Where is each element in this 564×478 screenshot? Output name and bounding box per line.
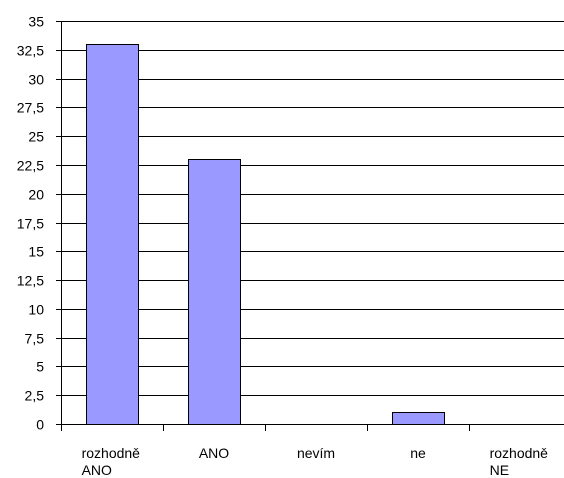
y-tick-label: 27,5 — [17, 100, 44, 116]
bar — [392, 412, 445, 425]
y-tick-label: 0 — [36, 417, 44, 433]
gridlines — [61, 21, 564, 396]
y-tick-label: 32,5 — [17, 43, 44, 59]
bars — [86, 44, 445, 425]
y-tick-label: 2,5 — [25, 388, 45, 404]
x-tick-label: rozhodně NE — [490, 445, 549, 478]
y-tick-label: 22,5 — [17, 158, 44, 174]
y-tick-label: 20 — [28, 187, 44, 203]
x-tick-label: rozhodně ANO — [82, 445, 141, 478]
y-tick-label: 7,5 — [25, 331, 45, 347]
y-tick-label: 5 — [36, 359, 44, 375]
bar — [86, 44, 139, 425]
axes — [56, 21, 564, 431]
bar — [188, 159, 241, 425]
y-tick-label: 35 — [28, 14, 44, 30]
y-tick-label: 25 — [28, 129, 44, 145]
x-tick-label: nevím — [297, 445, 335, 461]
y-tick-label: 10 — [28, 302, 44, 318]
y-tick-label: 17,5 — [17, 216, 44, 232]
y-tick-label: 12,5 — [17, 273, 44, 289]
y-tick-label: 30 — [28, 72, 44, 88]
y-tick-labels: 0 2,5 5 7,5 10 12,5 15 17,5 20 22,5 25 27,5 30 32,5 35 — [17, 14, 44, 433]
x-tick-label: ANO — [199, 445, 229, 461]
y-tick-label: 15 — [28, 244, 44, 260]
x-tick-labels: rozhodně ANO ANO nevím ne rozhodně NE — [82, 445, 549, 478]
x-tick-label: ne — [410, 445, 426, 461]
